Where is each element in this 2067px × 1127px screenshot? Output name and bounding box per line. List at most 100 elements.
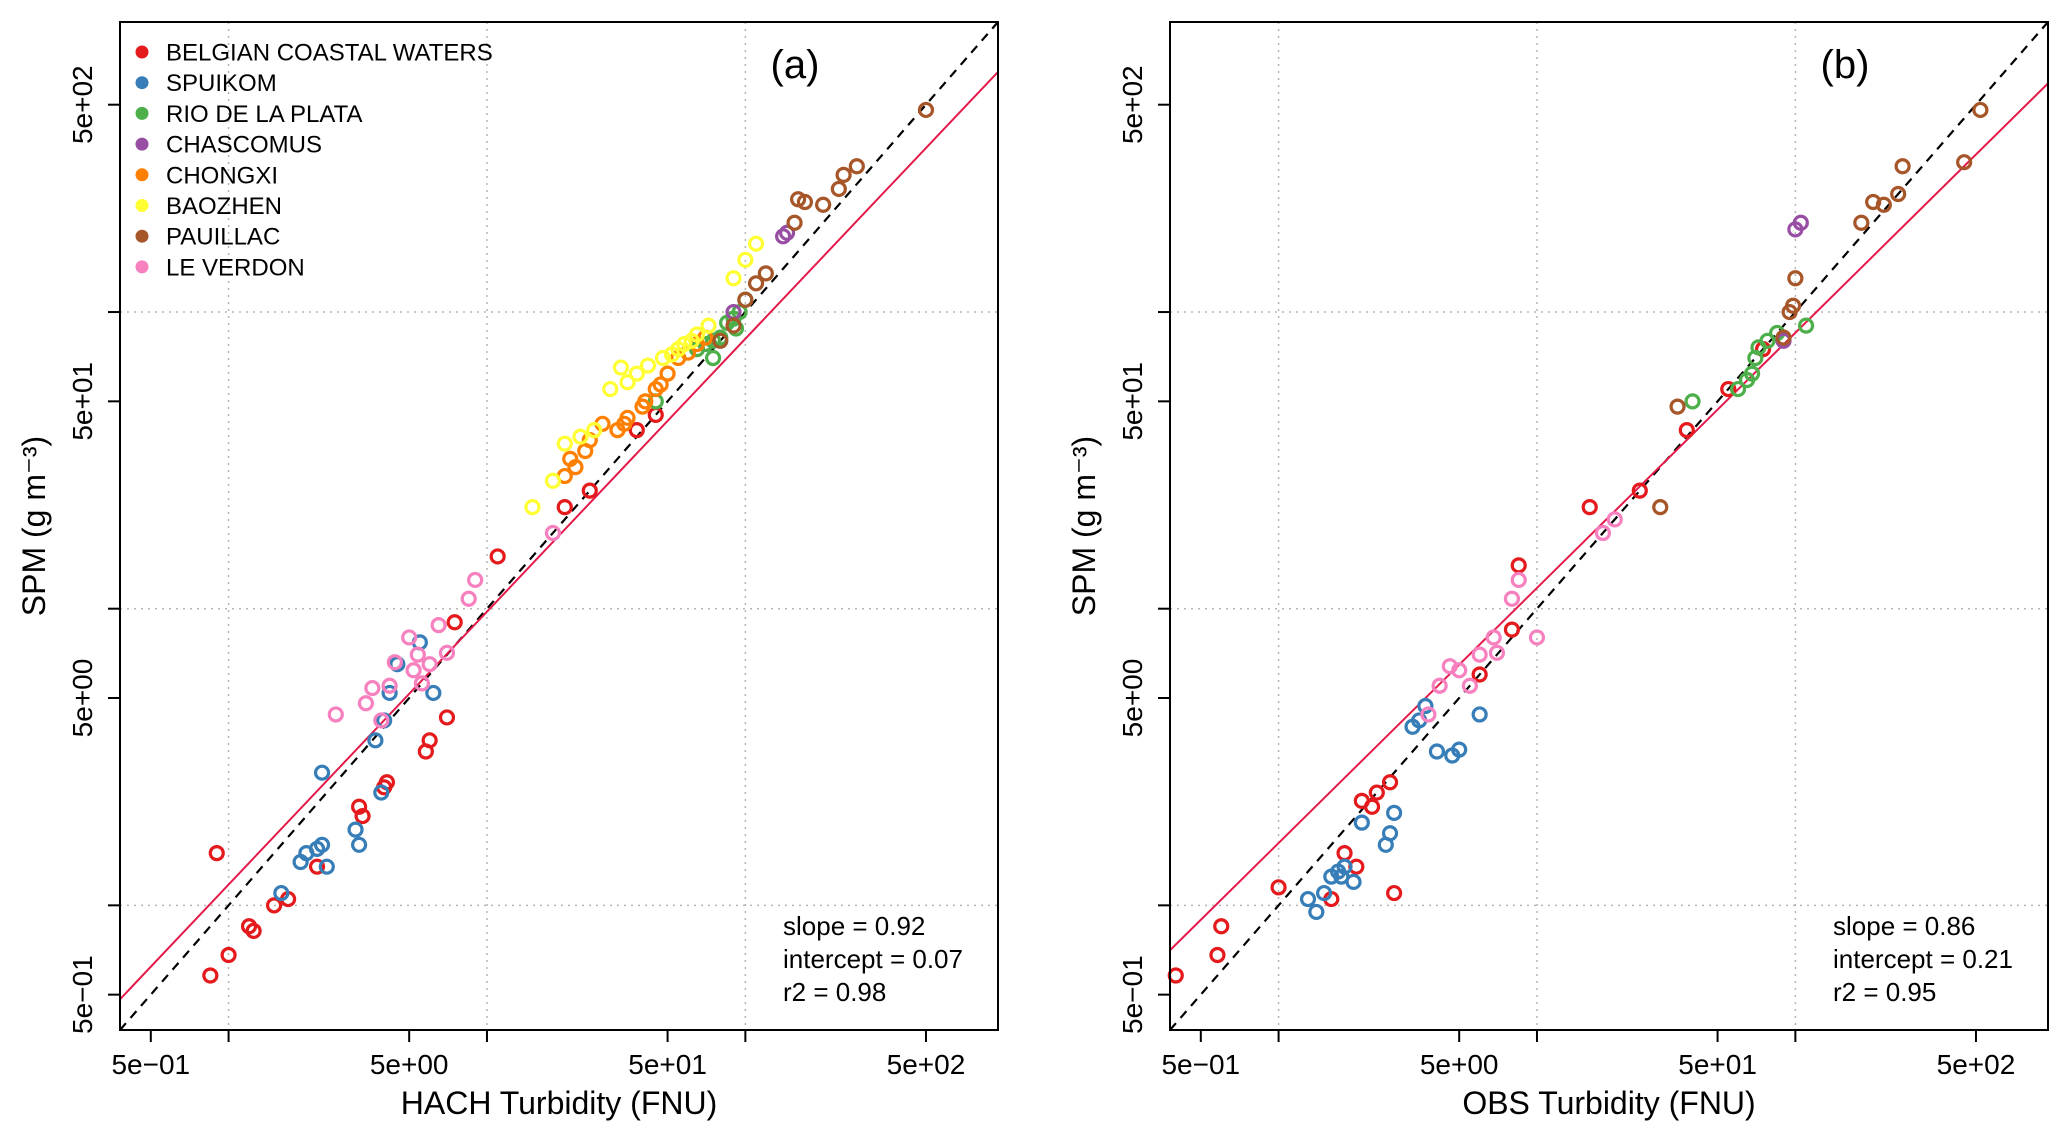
panel-label: (b)	[1821, 43, 1870, 87]
y-axis-title: SPM (g m⁻³)	[1066, 436, 1102, 616]
data-point-belgian-coastal-waters	[1471, 666, 1488, 683]
data-point-chongxi	[652, 376, 669, 393]
data-point-rio-de-la-plata	[1797, 317, 1815, 334]
data-point-belgian-coastal-waters	[438, 709, 456, 726]
data-point-belgian-coastal-waters	[647, 406, 664, 424]
data-point-belgian-coastal-waters	[417, 743, 434, 760]
data-point-baozhen	[524, 499, 541, 516]
data-point-pauillac	[1972, 101, 1989, 119]
x-tick-label: 5e+02	[1937, 1049, 2016, 1080]
data-point-le-verdon	[438, 644, 456, 661]
data-point-baozhen	[688, 326, 706, 343]
data-point-belgian-coastal-waters	[1631, 482, 1648, 499]
data-point-le-verdon	[373, 712, 390, 729]
data-point-le-verdon	[1451, 662, 1468, 679]
data-point-belgian-coastal-waters	[628, 421, 645, 439]
gridlines	[120, 22, 998, 1030]
data-point-chongxi	[637, 393, 654, 410]
y-axis-title: SPM (g m⁻³)	[16, 436, 52, 616]
y-tick-label: 5e+02	[67, 65, 98, 144]
data-point-pauillac	[1890, 185, 1907, 203]
y-axis: 5e−01 5e+00 5e+01 5e+02	[1117, 65, 1170, 1034]
reference-line-group	[1169, 21, 2049, 1031]
data-point-baozhen	[747, 235, 765, 252]
panel-label: (a)	[771, 43, 820, 87]
data-point-pauillac	[712, 332, 729, 349]
data-point-belgian-coastal-waters	[1336, 845, 1353, 862]
data-point-le-verdon	[381, 677, 398, 694]
data-point-belgian-coastal-waters	[1581, 499, 1598, 516]
data-point-baozhen	[612, 359, 630, 376]
data-point-le-verdon	[409, 646, 426, 663]
data-point-le-verdon	[1431, 677, 1448, 694]
data-point-le-verdon	[364, 679, 381, 697]
data-point-belgian-coastal-waters	[1678, 421, 1695, 439]
data-point-spuikom	[1308, 903, 1325, 921]
y-tick-label: 5e+01	[1117, 362, 1148, 441]
data-point-le-verdon	[401, 629, 418, 646]
legend-label: PAUILLAC	[166, 224, 280, 251]
stats-intercept: intercept = 0.07	[783, 944, 963, 974]
data-point-spuikom	[381, 684, 398, 702]
data-point-le-verdon	[327, 706, 344, 723]
data-point-pauillac	[1775, 329, 1792, 346]
data-point-le-verdon	[1488, 644, 1506, 661]
data-point-le-verdon	[430, 617, 447, 634]
legend-label: LE VERDON	[166, 254, 305, 281]
data-point-baozhen	[725, 270, 742, 287]
scatter-panel-a: 5e−01 5e+00 5e+01 5e+02 5e−01 5e+00 5e+01 5e+0…	[16, 21, 999, 1121]
data-point-spuikom	[367, 732, 384, 749]
legend-label: RIO DE LA PLATA	[166, 101, 363, 128]
data-point-pauillac	[835, 166, 852, 183]
data-point-pauillac	[1784, 297, 1802, 314]
x-axis: 5e−01 5e+00 5e+01 5e+02	[1161, 1030, 2015, 1080]
data-point-belgian-coastal-waters	[581, 482, 598, 499]
legend-marker	[135, 76, 149, 90]
data-point-baozhen	[676, 335, 693, 353]
data-point-chongxi	[619, 409, 636, 426]
stats-box: slope = 0.92 intercept = 0.07 r2 = 0.98	[783, 911, 963, 1007]
y-tick-label: 5e−01	[67, 955, 98, 1034]
stats-box: slope = 0.86 intercept = 0.21 r2 = 0.95	[1833, 911, 2013, 1007]
data-point-spuikom	[1299, 890, 1317, 908]
data-point-belgian-coastal-waters	[556, 499, 573, 516]
data-point-pauillac	[1894, 158, 1911, 175]
data-point-le-verdon	[1606, 511, 1623, 528]
data-point-pauillac	[1669, 398, 1686, 415]
plot-frame	[119, 21, 999, 1031]
x-tick-label: 5e+00	[370, 1049, 449, 1080]
data-point-le-verdon	[421, 656, 438, 673]
legend-marker	[135, 199, 149, 212]
data-point-belgian-coastal-waters	[1209, 946, 1226, 964]
data-point-spuikom	[1451, 741, 1468, 758]
x-tick-label: 5e−01	[1161, 1049, 1240, 1080]
data-point-rio-de-la-plata	[731, 303, 748, 321]
data-point-spuikom	[313, 836, 331, 853]
data-point-baozhen	[544, 472, 562, 489]
data-point-belgian-coastal-waters	[351, 798, 368, 815]
data-point-pauillac	[725, 317, 742, 334]
data-point-belgian-coastal-waters	[1270, 879, 1287, 896]
x-tick-label: 5e+01	[628, 1049, 707, 1080]
data-point-rio-de-la-plata	[704, 332, 722, 349]
data-point-le-verdon	[1594, 524, 1612, 542]
data-point-spuikom	[1428, 743, 1446, 760]
data-point-rio-de-la-plata	[704, 349, 722, 367]
data-point-le-verdon	[1528, 629, 1546, 646]
data-point-spuikom	[425, 684, 442, 702]
data-point-spuikom	[1386, 804, 1403, 821]
x-axis: 5e−01 5e+00 5e+01 5e+02	[111, 1030, 965, 1080]
data-point-baozhen	[619, 374, 636, 391]
data-point-pauillac	[786, 214, 803, 231]
data-point-pauillac	[1853, 214, 1870, 231]
data-point-pauillac	[796, 193, 814, 211]
x-tick-label: 5e+02	[887, 1049, 966, 1080]
data-point-spuikom	[1417, 697, 1434, 715]
gridlines	[1170, 22, 2048, 1030]
one-to-one-line	[1169, 21, 2049, 1031]
data-point-spuikom	[1315, 884, 1333, 902]
data-point-baozhen	[556, 435, 573, 452]
y-axis: 5e−01 5e+00 5e+01 5e+02	[67, 65, 120, 1034]
data-point-spuikom	[318, 858, 335, 875]
